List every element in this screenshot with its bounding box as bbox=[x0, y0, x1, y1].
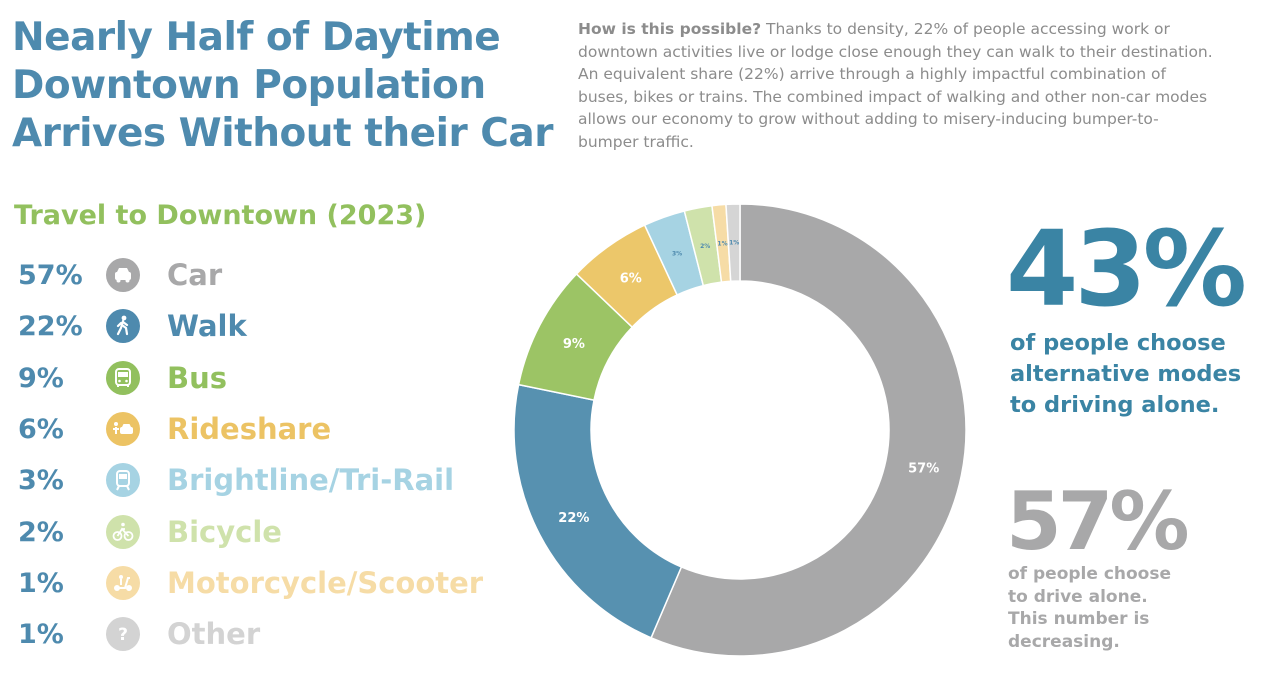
scooter-icon bbox=[106, 565, 140, 600]
rideshare-icon bbox=[106, 411, 140, 446]
alt-modes-stat: 43% bbox=[1006, 208, 1247, 330]
legend-percent: 9% bbox=[18, 362, 64, 394]
alt-modes-caption: of people choose alternative modes to dr… bbox=[1010, 330, 1242, 418]
donut-label: 2% bbox=[700, 243, 710, 250]
intro-paragraph: How is this possible? Thanks to density,… bbox=[578, 18, 1218, 154]
legend-item-walk: 22% Walk bbox=[0, 303, 520, 347]
headline-line-1: Nearly Half of Daytime bbox=[12, 15, 501, 60]
car-icon bbox=[106, 258, 140, 292]
donut-label: 22% bbox=[558, 511, 589, 526]
drive-alone-stat: 57% bbox=[1006, 475, 1189, 568]
donut-label: 3% bbox=[672, 250, 682, 257]
legend-label: Car bbox=[167, 258, 223, 292]
headline-line-2: Downtown Population bbox=[12, 63, 486, 108]
donut-label: 1% bbox=[717, 240, 727, 247]
legend-label: Motorcycle/Scooter bbox=[167, 565, 484, 600]
legend-label: Brightline/Tri-Rail bbox=[167, 463, 455, 498]
question-icon: ? bbox=[106, 617, 140, 652]
intro-body: Thanks to density, 22% of people accessi… bbox=[578, 20, 1213, 151]
donut-slice-walk bbox=[513, 383, 683, 639]
chart-title: Travel to Downtown (2023) bbox=[14, 200, 427, 231]
legend-item-motorcycle-scooter: 1% Motorcycle/Scooter bbox=[0, 560, 520, 604]
headline-line-3: Arrives Without their Car bbox=[12, 111, 553, 156]
legend-label: Other bbox=[167, 617, 261, 652]
donut-label: 57% bbox=[908, 462, 939, 477]
legend-percent: 2% bbox=[18, 516, 64, 548]
legend-percent: 1% bbox=[18, 619, 64, 651]
headline: Nearly Half of Daytime Downtown Populati… bbox=[12, 14, 572, 158]
svg-text:?: ? bbox=[118, 625, 128, 645]
legend-label: Rideshare bbox=[167, 411, 332, 446]
bus-icon bbox=[106, 360, 140, 395]
bicycle-icon bbox=[106, 514, 140, 549]
legend-item-bus: 9% Bus bbox=[0, 355, 520, 399]
legend-percent: 1% bbox=[18, 567, 64, 599]
intro-lead: How is this possible? bbox=[578, 20, 762, 38]
legend-item-car: 57% Car bbox=[0, 252, 520, 296]
donut-label: 1% bbox=[729, 240, 739, 247]
legend-item-bicycle: 2% Bicycle bbox=[0, 509, 520, 553]
legend-item-brightline-tri-rail: 3% Brightline/Tri-Rail bbox=[0, 457, 520, 501]
legend-percent: 3% bbox=[18, 465, 64, 497]
legend-label: Bus bbox=[167, 360, 228, 395]
donut-chart: 57% 22% 9% 6% 3% 2% 1% 1% bbox=[513, 203, 967, 657]
donut-label: 6% bbox=[620, 272, 642, 287]
legend-item-rideshare: 6% Rideshare bbox=[0, 406, 520, 450]
legend-label: Walk bbox=[167, 309, 247, 344]
donut-label: 9% bbox=[563, 337, 585, 352]
walk-icon bbox=[106, 309, 140, 344]
donut-slice-other bbox=[725, 203, 741, 283]
legend-percent: 57% bbox=[18, 260, 83, 291]
legend-percent: 22% bbox=[18, 311, 83, 343]
drive-alone-caption: of people choose to drive alone. This nu… bbox=[1008, 564, 1172, 652]
legend-percent: 6% bbox=[18, 413, 64, 445]
legend-label: Bicycle bbox=[167, 514, 282, 549]
donut-slice-car bbox=[650, 203, 967, 657]
train-icon bbox=[106, 463, 140, 498]
legend-item-other: 1%? Other bbox=[0, 611, 520, 655]
